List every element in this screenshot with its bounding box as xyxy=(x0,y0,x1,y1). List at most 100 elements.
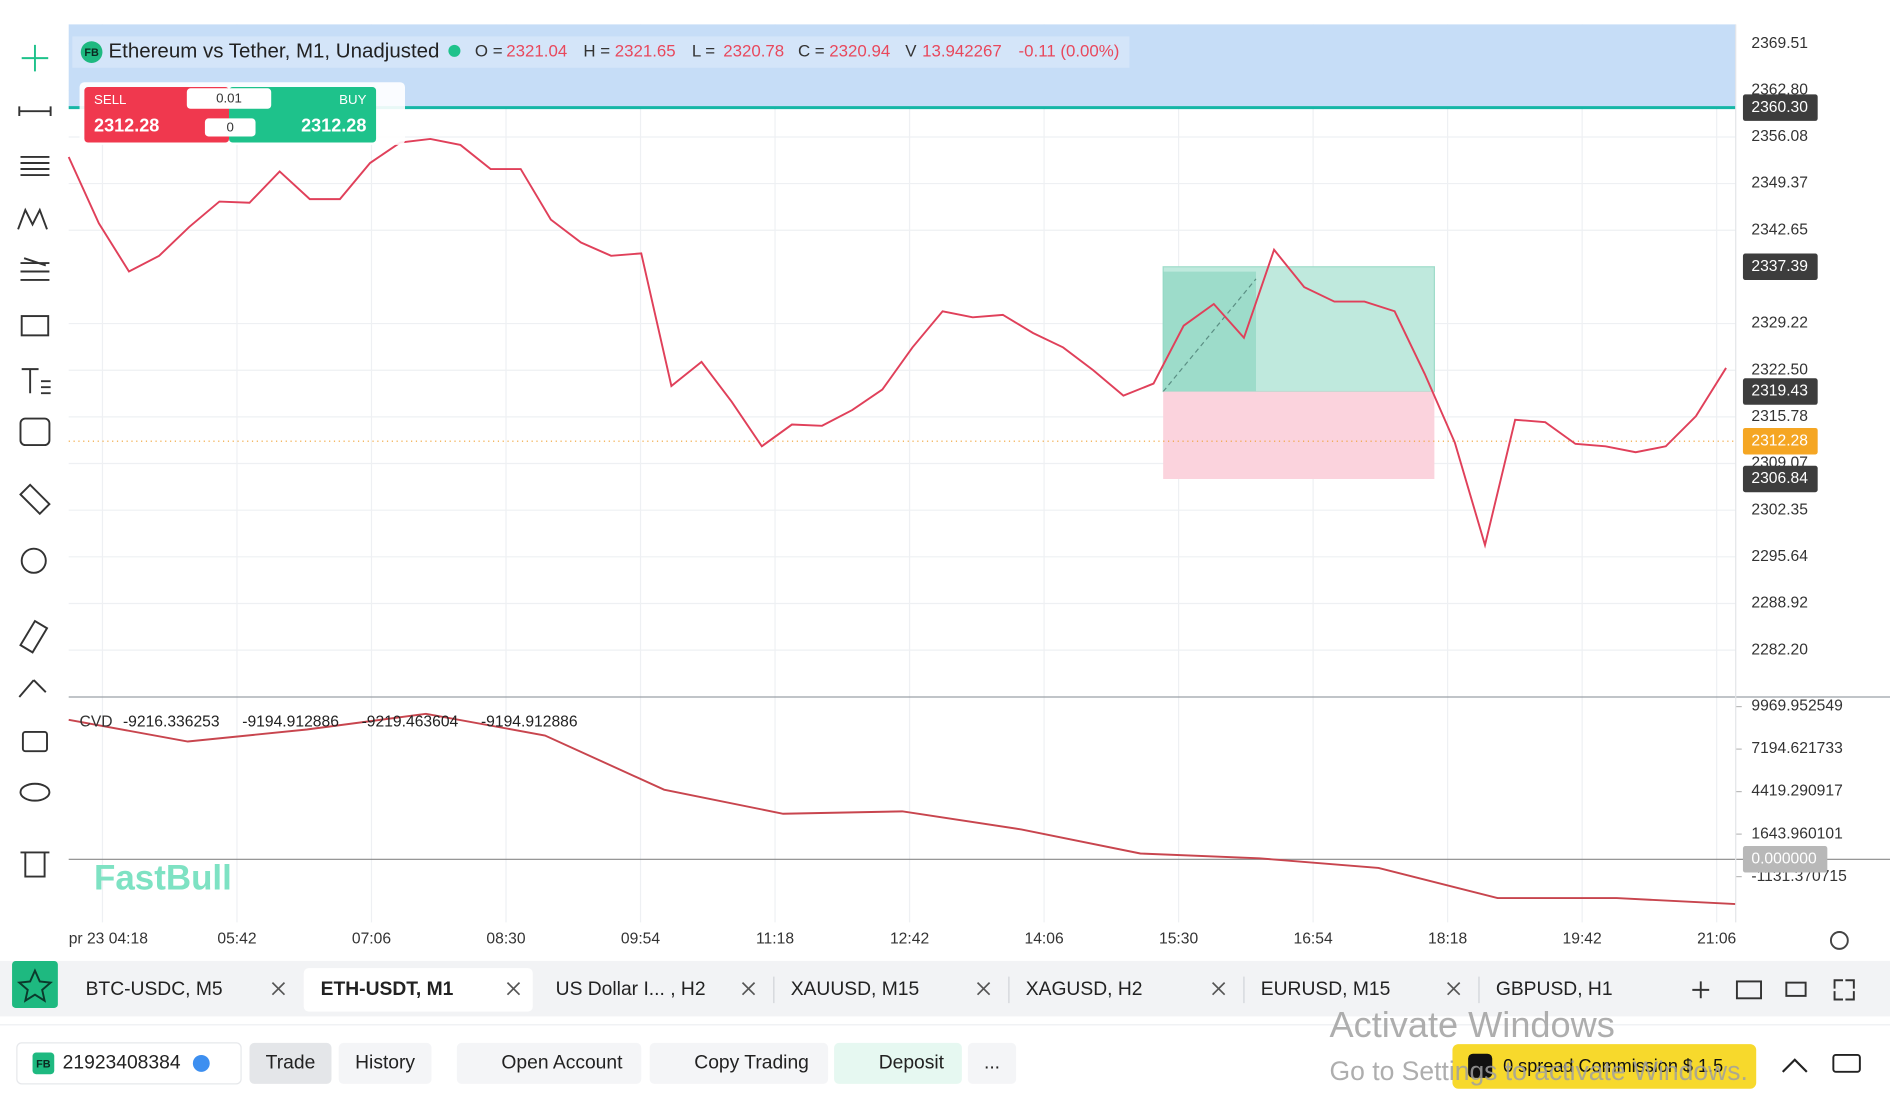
price-tick-label: 2302.35 xyxy=(1751,501,1808,518)
cvd-line xyxy=(68,712,1736,906)
header-bg xyxy=(72,36,1130,68)
emoji-tool[interactable] xyxy=(19,417,51,447)
crosshair-tool[interactable] xyxy=(21,44,49,72)
cvd-legend-value: -9194.912886 xyxy=(481,713,578,730)
price-tick-label: 2315.78 xyxy=(1751,408,1808,425)
promo-icon xyxy=(1468,1053,1493,1078)
time-tick-label: 05:42 xyxy=(217,930,256,947)
price-tick-label: 2369.51 xyxy=(1751,35,1808,52)
window-button[interactable] xyxy=(1785,981,1807,997)
tab-close[interactable] xyxy=(1211,982,1226,996)
magnet-tool[interactable] xyxy=(19,619,49,654)
price-tick-label: 2282.20 xyxy=(1751,641,1808,658)
bar-button-label[interactable]: ... xyxy=(984,1052,1000,1073)
tab-label[interactable]: BTC-USDC, M5 xyxy=(86,979,223,1000)
tab-label[interactable]: US Dollar I... , H2 xyxy=(556,979,706,1000)
cvd-name: CVD xyxy=(80,713,113,730)
brush-tool[interactable] xyxy=(18,679,47,698)
symbol-badge: FB xyxy=(84,47,99,59)
projection-tool[interactable] xyxy=(20,257,50,281)
delete-tool[interactable] xyxy=(20,851,50,878)
price-badge xyxy=(1742,846,1828,873)
tab-close[interactable] xyxy=(271,982,286,996)
tabs: BTC-USDC, M5 ETH-USDT, M1 US Dollar I... ,… xyxy=(86,968,1613,1012)
bar-button[interactable] xyxy=(834,1042,962,1084)
cvd-tick-label: 4419.290917 xyxy=(1751,783,1842,800)
bar-button-label[interactable]: Trade xyxy=(266,1052,316,1073)
ohlc-value: 2320.94 xyxy=(829,42,890,61)
bar-button[interactable] xyxy=(338,1042,432,1084)
promo-banner[interactable] xyxy=(1452,1044,1757,1089)
tab-label[interactable]: ETH-USDT, M1 xyxy=(321,979,454,1000)
bar-button-label[interactable]: Copy Trading xyxy=(694,1052,809,1073)
visibility-tool[interactable] xyxy=(19,782,51,802)
ruler-tool[interactable] xyxy=(19,483,51,516)
bar-button-label[interactable]: Open Account xyxy=(501,1052,623,1073)
bar-button[interactable] xyxy=(456,1042,642,1084)
sell-price: 2312.28 xyxy=(94,116,159,136)
price-badge-label: 2319.43 xyxy=(1751,383,1808,400)
settings-icon[interactable] xyxy=(1829,931,1849,950)
tab-actions xyxy=(1692,979,1855,1001)
account-box[interactable] xyxy=(16,1042,242,1085)
bar-button[interactable] xyxy=(649,1042,829,1084)
bar-button-label[interactable]: Deposit xyxy=(879,1052,945,1073)
sell-label: SELL xyxy=(94,92,126,107)
account-number: 21923408384 xyxy=(63,1052,181,1073)
tab-close[interactable] xyxy=(506,982,521,996)
qty-value: 0 xyxy=(227,120,234,135)
watermark-title: Activate Windows xyxy=(1330,1004,1615,1045)
window-icon[interactable] xyxy=(1832,1053,1861,1073)
add-tab[interactable] xyxy=(1692,981,1710,999)
tab-label[interactable]: GBPUSD, H1 xyxy=(1496,979,1613,1000)
tab-close[interactable] xyxy=(741,982,756,996)
lot-value: 0.01 xyxy=(216,91,242,106)
time-tick-label: 12:42 xyxy=(890,930,929,947)
volume-label: V xyxy=(905,42,917,61)
fullscreen-button[interactable] xyxy=(1833,979,1855,1001)
trade-path xyxy=(1162,278,1257,392)
price-badge xyxy=(1742,465,1818,493)
zoom-tool[interactable] xyxy=(20,547,47,574)
bar-button[interactable] xyxy=(249,1042,332,1084)
cvd-tick-label: 7194.621733 xyxy=(1751,740,1843,757)
price-badge xyxy=(1742,253,1818,281)
cvd-tick-label: 9969.952549 xyxy=(1751,698,1842,715)
buy-label: BUY xyxy=(339,92,366,107)
time-tick-label: 19:42 xyxy=(1563,930,1602,947)
promo-text: 0 spread Commission $ 1.5 xyxy=(1503,1056,1723,1076)
ohlc-label: H = xyxy=(583,42,610,61)
ohlc-label: C = xyxy=(798,42,825,61)
cvd-legend-value: -9216.336253 xyxy=(123,713,220,730)
lot-input[interactable] xyxy=(186,88,272,109)
time-tick-label: 11:18 xyxy=(756,930,794,947)
tab-close[interactable] xyxy=(976,982,991,996)
favorite-button[interactable] xyxy=(12,960,58,1008)
time-tick-label: 09:54 xyxy=(621,930,660,947)
tab-label[interactable]: XAGUSD, H2 xyxy=(1026,979,1143,1000)
ohlc-value: 2321.65 xyxy=(615,42,676,61)
tab-close[interactable] xyxy=(1447,982,1461,996)
tab-active[interactable] xyxy=(303,968,533,1012)
tab-label[interactable]: XAUUSD, M15 xyxy=(791,979,919,1000)
bar-button[interactable] xyxy=(967,1042,1017,1084)
lock-tool[interactable] xyxy=(21,730,48,753)
text-tool[interactable] xyxy=(21,368,51,395)
bottom-bar: FB 21923408384 Trade History Open Account Cop… xyxy=(0,1004,1890,1089)
price-badge xyxy=(1742,427,1818,455)
cvd-legend-value: -9194.912886 xyxy=(242,713,339,730)
collapse-arrow[interactable] xyxy=(1781,1058,1808,1073)
bar-button-label[interactable]: History xyxy=(355,1052,415,1073)
shape-tool[interactable] xyxy=(20,315,50,337)
pattern-tool[interactable] xyxy=(17,207,48,230)
price-tick-label: 2349.37 xyxy=(1751,175,1808,192)
fib-tool[interactable] xyxy=(20,155,50,177)
qty-input[interactable] xyxy=(204,118,256,137)
layout-button[interactable] xyxy=(1735,980,1762,1000)
ohlc-label: L = xyxy=(692,42,715,61)
line-tool[interactable] xyxy=(18,106,52,116)
tab-label[interactable]: EURUSD, M15 xyxy=(1261,979,1391,1000)
price-badge-label: 2360.30 xyxy=(1751,99,1808,116)
